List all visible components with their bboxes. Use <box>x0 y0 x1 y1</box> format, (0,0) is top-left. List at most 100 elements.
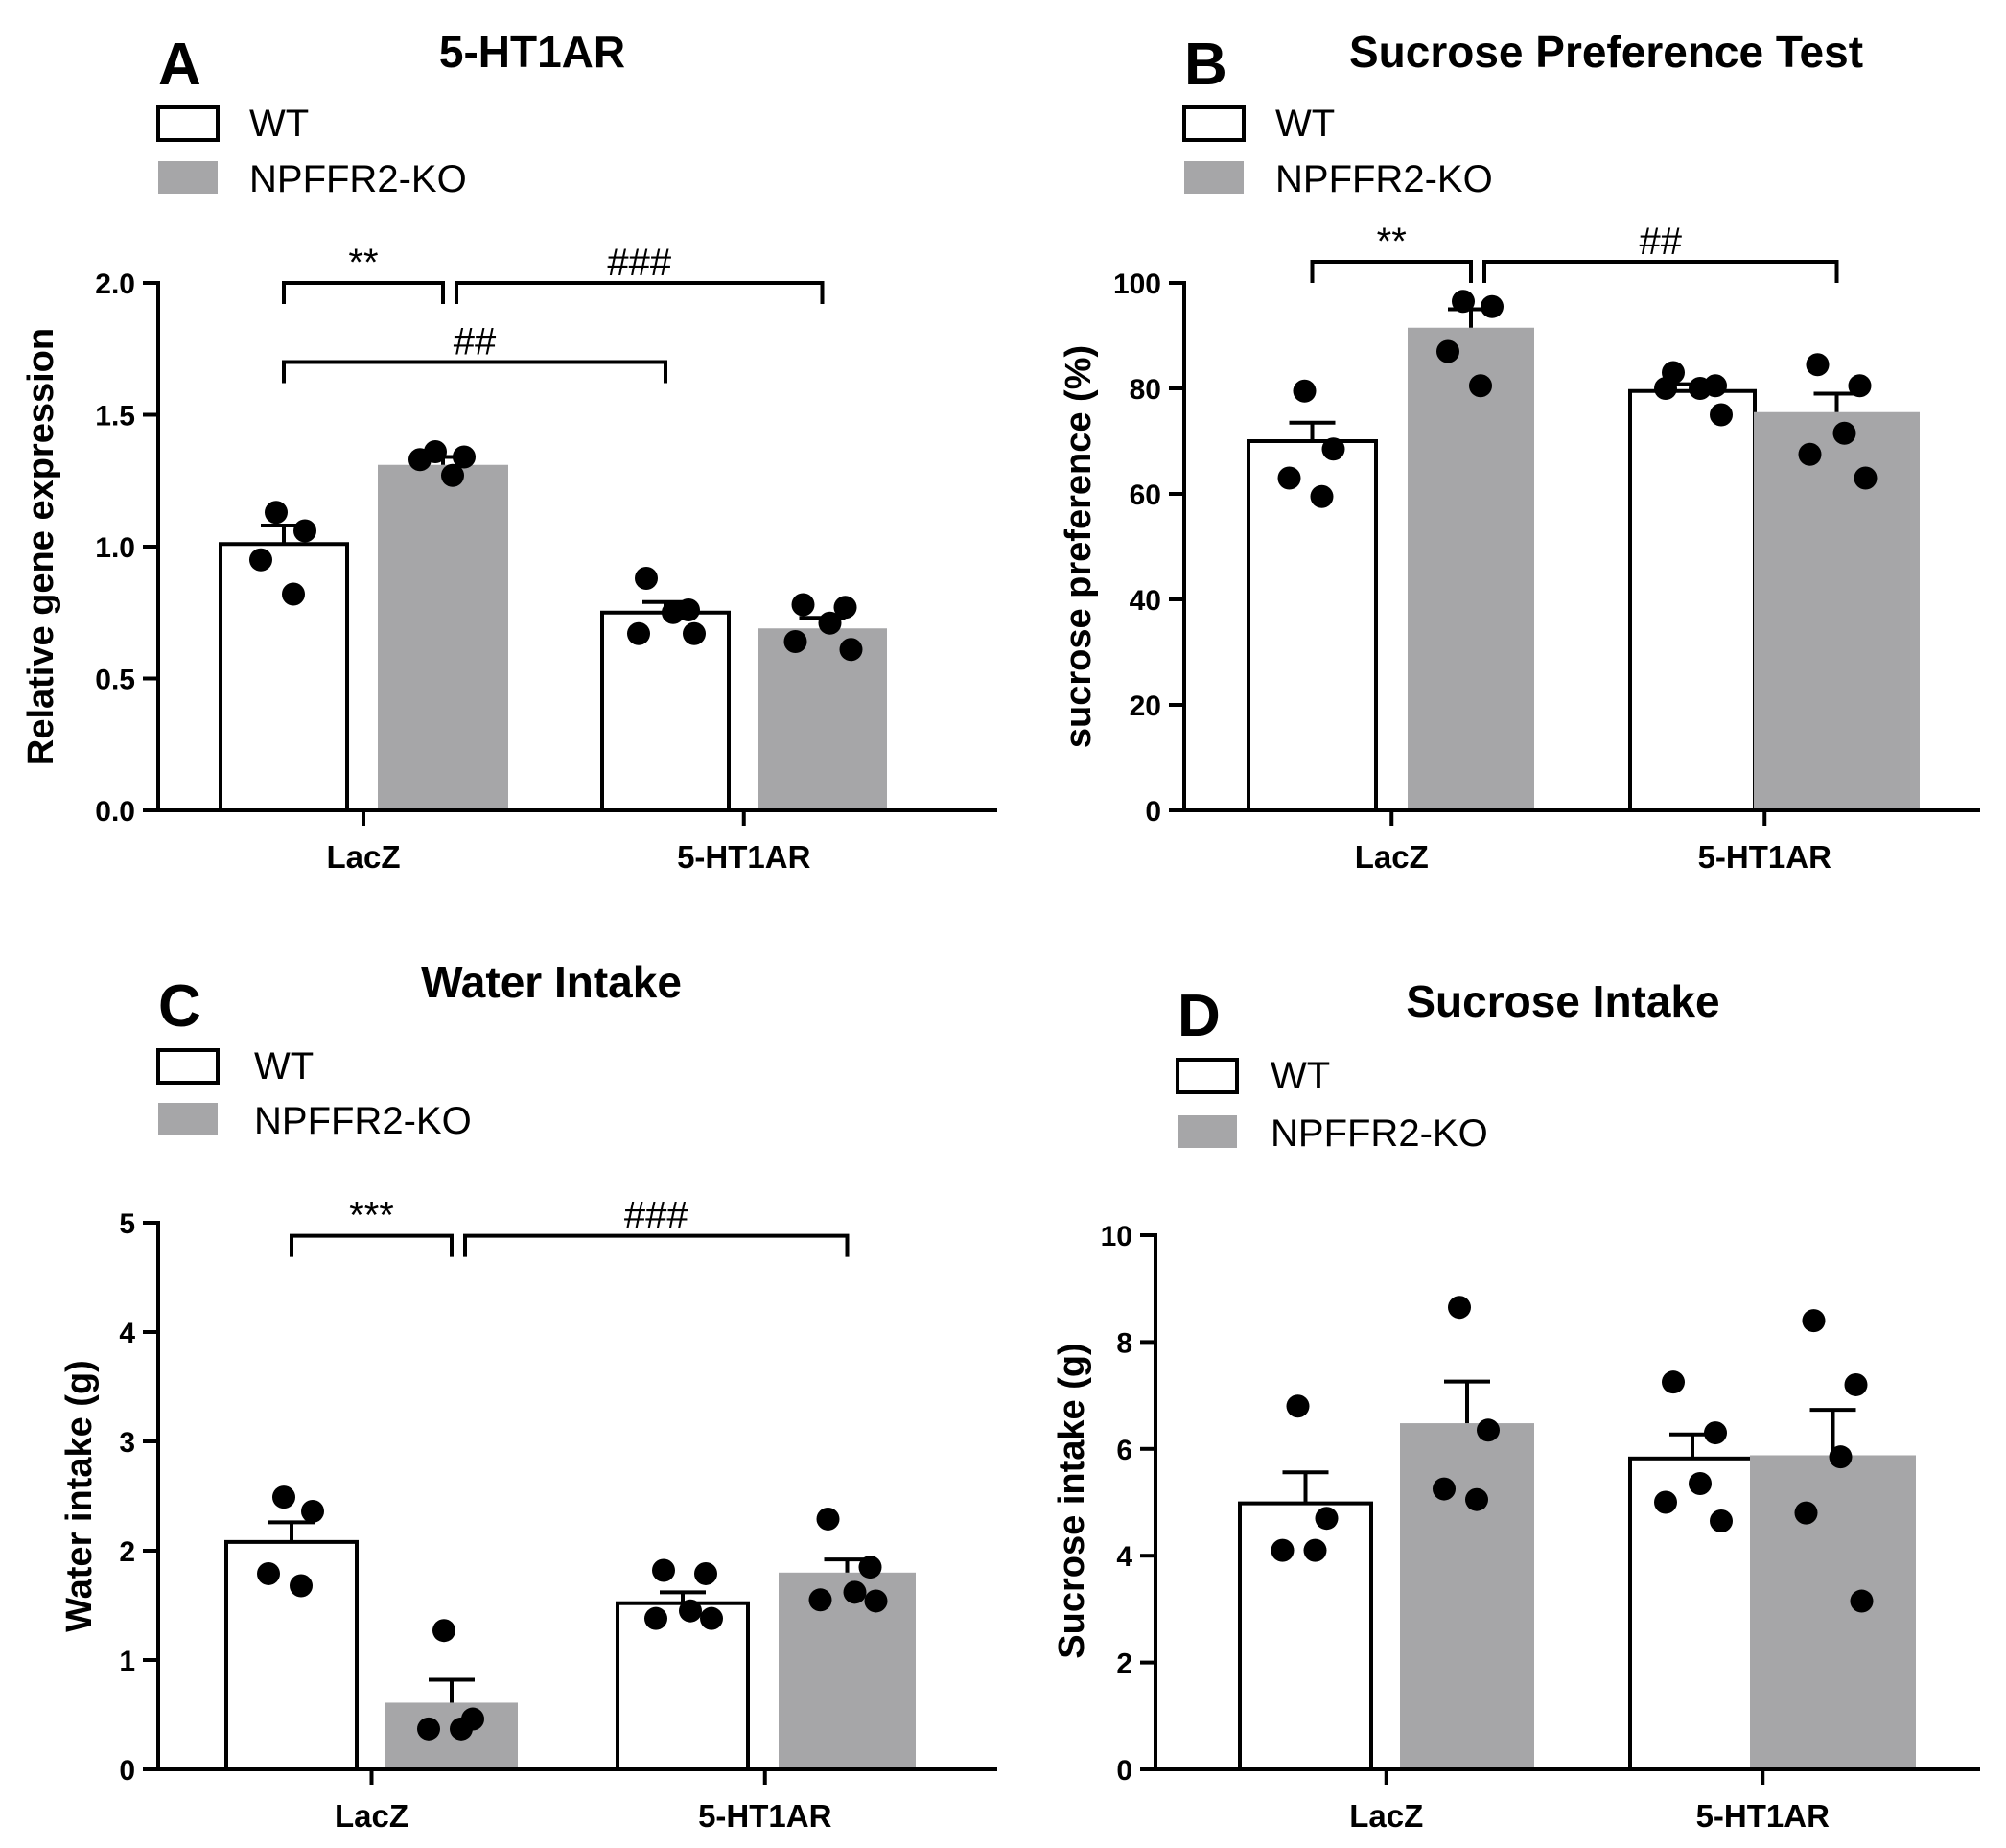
panel-c-data-point <box>290 1574 313 1598</box>
panel-b-data-point <box>1277 466 1301 490</box>
panel-a-y-tick-label: 0.0 <box>95 796 135 828</box>
panel-c-data-point <box>644 1606 667 1630</box>
panel-d-data-point <box>1448 1296 1471 1320</box>
panel-d-y-tick-label: 0 <box>1116 1755 1132 1787</box>
panel-b-y-tick-label: 0 <box>1145 796 1161 828</box>
panel-b-data-point <box>1436 339 1459 363</box>
panel-c-bar-wt-lacz <box>224 1539 359 1771</box>
panel-c-data-point <box>257 1561 280 1585</box>
panel-d-data-point <box>1271 1538 1295 1562</box>
panel-b-bar-ko-5ht1ar <box>1754 411 1920 810</box>
panel-b-data-point <box>1710 403 1733 427</box>
panel-a-x-tick-label: 5-HT1AR <box>677 839 811 875</box>
panel-b-letter: B <box>1184 32 1227 98</box>
panel-b-data-point <box>1481 294 1504 318</box>
panel-a-legend-label-ko: NPFFR2-KO <box>249 158 467 200</box>
panel-a-letter: A <box>158 32 201 98</box>
panel-c-bar-wt-5ht1ar <box>616 1601 750 1771</box>
panel-b-significance-label: ** <box>1377 221 1407 263</box>
panel-d-bar-wt-5ht1ar <box>1628 1456 1757 1772</box>
panel-b-data-point <box>1689 377 1712 400</box>
panel-b-y-tick-label: 20 <box>1130 690 1161 722</box>
panel-a-data-point <box>635 567 658 590</box>
panel-a-data-point <box>833 596 857 620</box>
panel-c-data-point <box>652 1558 675 1582</box>
panel-b-y-axis-label: sucrose preference (%) <box>1059 345 1099 748</box>
panel-c-significance-bracket <box>290 1233 454 1257</box>
panel-c-legend-label-wt: WT <box>254 1045 314 1088</box>
panel-d-bar-ko-5ht1ar <box>1750 1455 1916 1769</box>
panel-a-data-point <box>662 600 685 624</box>
panel-a-data-point <box>408 448 432 472</box>
panel-d-legend-label-ko: NPFFR2-KO <box>1271 1112 1488 1155</box>
panel-c-x-tick-label: LacZ <box>335 1798 408 1834</box>
panel-c-letter: C <box>158 973 201 1040</box>
panel-d-data-point <box>1315 1507 1339 1531</box>
panel-b-y-tick-label: 100 <box>1113 269 1161 300</box>
panel-a-bar-wt-lacz <box>219 542 349 812</box>
panel-a-significance-label: ** <box>348 242 378 284</box>
panel-b-data-point <box>1854 466 1878 490</box>
panel-a-significance-bracket <box>282 360 667 384</box>
panel-d-letter: D <box>1178 983 1221 1049</box>
panel-b-data-point <box>1832 421 1856 445</box>
panel-b-legend-swatch-ko <box>1184 161 1244 194</box>
panel-d-data-point <box>1794 1501 1818 1525</box>
panel-a-legend-swatch-ko <box>158 161 218 194</box>
panel-a-data-point <box>441 463 464 487</box>
panel-d-data-point <box>1802 1309 1826 1333</box>
panel-d-data-point <box>1662 1370 1685 1394</box>
panel-a-data-point <box>683 621 706 645</box>
panel-c-significance-label: *** <box>349 1195 394 1237</box>
panel-b-data-point <box>1452 290 1475 314</box>
panel-b-significance-label: ## <box>1640 221 1683 263</box>
panel-d-legend-label-wt: WT <box>1271 1055 1330 1097</box>
panel-b-x-tick-label: 5-HT1AR <box>1698 839 1832 875</box>
panel-d-legend-swatch-ko <box>1178 1115 1237 1148</box>
panel-c-legend-swatch-wt <box>156 1048 220 1085</box>
panel-b-bar-ko-lacz <box>1408 327 1534 810</box>
panel-d-y-tick-label: 6 <box>1116 1435 1132 1466</box>
panel-d-data-point <box>1286 1394 1310 1418</box>
panel-a-title: 5-HT1AR <box>439 27 625 77</box>
panel-b-data-point <box>1321 437 1345 461</box>
panel-b-data-point <box>1469 374 1492 398</box>
panel-c-data-point <box>432 1619 455 1643</box>
panel-c-data-point <box>301 1499 324 1523</box>
panel-d-y-tick-label: 10 <box>1101 1221 1132 1252</box>
panel-b-data-point <box>1293 379 1317 403</box>
panel-a-bar-ko-lacz <box>378 464 508 810</box>
panel-c-y-tick-label: 5 <box>119 1208 135 1240</box>
panel-a-y-tick-label: 0.5 <box>95 665 135 696</box>
panel-a-bar-wt-5ht1ar <box>600 610 731 812</box>
panel-d-y-axis-label: Sucrose intake (g) <box>1052 1343 1092 1658</box>
panel-a-data-point <box>453 445 476 469</box>
panel-c-significance-bracket <box>463 1233 850 1257</box>
panel-d-data-point <box>1477 1418 1500 1442</box>
panel-c-legend-swatch-ko <box>158 1103 218 1135</box>
panel-a-data-point <box>627 621 650 645</box>
panel-c-bar-ko-lacz <box>385 1702 518 1769</box>
panel-b-legend-label-wt: WT <box>1275 103 1335 145</box>
panel-a-significance-bracket <box>455 281 825 304</box>
panel-c-data-point <box>858 1556 882 1579</box>
panel-d-data-point <box>1829 1445 1853 1469</box>
panel-d-legend-swatch-wt <box>1176 1058 1239 1094</box>
panel-a-y-tick-label: 1.5 <box>95 401 135 433</box>
panel-a-data-point <box>818 611 842 635</box>
panel-d-x-tick-label: 5-HT1AR <box>1696 1798 1831 1834</box>
panel-d-y-tick-label: 8 <box>1116 1327 1132 1359</box>
panel-b-data-point <box>1806 353 1830 377</box>
panel-d-y-tick-label: 2 <box>1116 1649 1132 1680</box>
panel-b-data-point <box>1848 374 1872 398</box>
panel-c-y-tick-label: 1 <box>119 1646 135 1677</box>
panel-d-data-point <box>1433 1477 1456 1501</box>
panel-a-bar-ko-5ht1ar <box>758 628 887 810</box>
panel-b-y-tick-label: 40 <box>1130 585 1161 617</box>
panel-b-x-tick-label: LacZ <box>1355 839 1429 875</box>
panel-d-bar-ko-lacz <box>1400 1423 1534 1769</box>
panel-c-title: Water Intake <box>421 957 682 1007</box>
panel-d-data-point <box>1654 1490 1677 1514</box>
panel-a-significance-label: ## <box>454 321 497 363</box>
panel-c-data-point <box>816 1507 840 1531</box>
